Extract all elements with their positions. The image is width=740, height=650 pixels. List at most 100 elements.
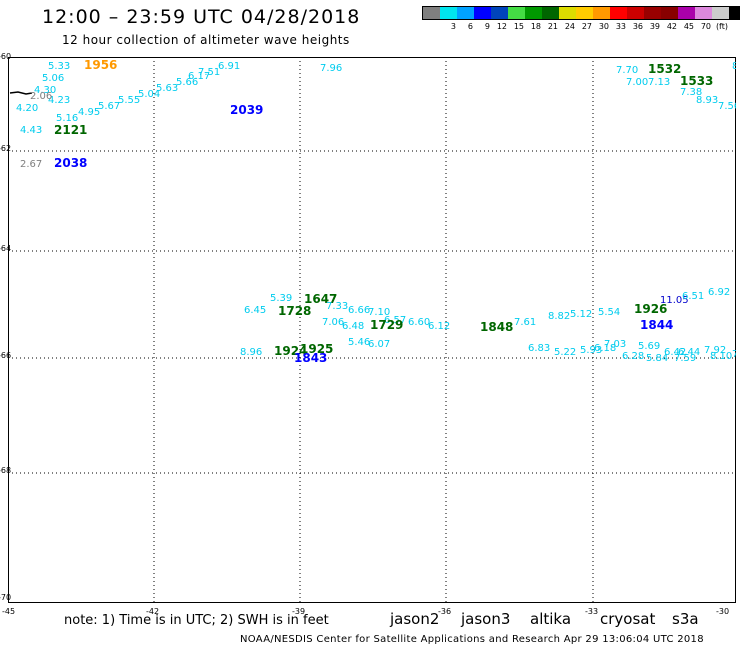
color-scale-label: 33 [615,22,626,31]
map-title: 12:00 – 23:59 UTC 04/28/2018 [42,6,361,28]
color-scale-label: 12 [496,22,507,31]
wave-height-label: 5.67 [98,101,120,112]
wave-height-label: 7.70 [616,65,638,76]
color-scale-label: 15 [513,22,524,31]
wave-height-label: 5.16 [56,113,78,124]
wave-height-label: 7.33 [326,301,348,312]
color-swatch [593,7,610,19]
wave-height-label: 7.00 [626,77,648,88]
map-frame [8,57,736,603]
color-swatch [491,7,508,19]
color-swatch [457,7,474,19]
wave-height-label: 7.48 [734,67,736,78]
time-stamp-label: 1956 [84,58,117,72]
wave-height-label: 7.96 [320,63,342,74]
footer-note: note: 1) Time is in UTC; 2) SWH is in fe… [64,613,329,628]
color-swatch [525,7,542,19]
color-scale-label: 30 [598,22,609,31]
wave-height-label: 6.91 [218,61,240,72]
wave-height-label: 5.93 [580,345,602,356]
lon-label: -36 [438,607,452,616]
wave-height-label: 6.12 [428,321,450,332]
time-stamp-label: 1533 [680,74,713,88]
wave-height-label: 5.04 [138,89,160,100]
wave-height-label: 7.01 [732,349,736,360]
wave-height-label: 6.42 [664,347,686,358]
time-stamp-label: 1728 [278,304,311,318]
time-stamp-label: 1729 [370,318,403,332]
color-swatches [422,6,740,20]
wave-height-label: 7.38 [680,87,702,98]
color-scale-label: 39 [649,22,660,31]
color-swatch [712,7,729,19]
time-stamp-label: 2039 [230,103,263,117]
color-swatch [729,7,740,19]
wave-height-label: 5.39 [270,293,292,304]
color-swatch [661,7,678,19]
time-stamp-label: 1848 [480,320,513,334]
color-swatch [576,7,593,19]
wave-height-label: 6.48 [342,321,364,332]
color-scale-label: 18 [530,22,541,31]
lat-label: -66 [0,351,12,360]
wave-height-label: 4.43 [20,125,42,136]
lon-label: -30 [716,607,730,616]
wave-height-label: 7.51 [198,67,220,78]
time-stamp-label: 1925 [300,342,333,356]
color-scale-label: 27 [581,22,592,31]
color-swatch [610,7,627,19]
time-stamp-label: 2038 [54,156,87,170]
color-swatch [542,7,559,19]
color-swatch [440,7,457,19]
color-scale-label: 36 [632,22,643,31]
wave-height-label: 2.06 [30,91,52,102]
wave-height-label: 7.13 [648,77,670,88]
wave-height-label: 7.59 [674,353,696,364]
wave-height-label: 8.82 [548,311,570,322]
color-scale-labels: 3 6 9 12 15 18 21 24 27 30 33 36 39 42 45 70 (ft) [422,22,740,31]
lon-label: -33 [585,607,599,616]
time-stamp-label: 1924 [274,344,307,358]
wave-height-label: 6.18 [594,343,616,354]
wave-height-label: 4.23 [48,95,70,106]
wave-height-label: 6.28 [622,351,644,362]
wave-height-color-scale: 3 6 9 12 15 18 21 24 27 30 33 36 39 42 45 70 (ft) [422,6,740,31]
wave-height-label: 5.63 [156,83,178,94]
color-swatch [423,7,440,19]
wave-height-label: 6.83 [528,343,550,354]
wave-height-label: 5.66 [176,77,198,88]
wave-height-label: 8.04 [732,61,736,72]
wave-height-label: 6.60 [408,317,430,328]
satellite-jason2: jason2 [390,610,440,628]
wave-height-label: 7.92 [704,345,726,356]
lat-label: -64 [0,244,12,253]
coastline-mark [9,91,33,95]
lat-label: -60 [0,52,12,61]
wave-height-label: 5.06 [42,73,64,84]
wave-height-label: 4.30 [34,85,56,96]
wave-height-label: 6.57 [384,315,406,326]
lon-label: -39 [292,607,306,616]
wave-height-label: 6.66 [348,305,370,316]
wave-height-label: 5.54 [598,307,620,318]
color-scale-label [422,22,439,31]
time-stamp-label: 1926 [634,302,667,316]
satellite-jason3: jason3 [461,610,511,628]
satellite-cryosat: cryosat [600,610,656,628]
color-swatch [678,7,695,19]
wave-height-label: 5.55 [118,95,140,106]
wave-height-label: 5.46 [348,337,370,348]
time-stamp-label: 1532 [648,62,681,76]
color-scale-label: 6 [467,22,473,31]
time-stamp-label: 1844 [640,318,673,332]
wave-height-label: 5.69 [638,341,660,352]
wave-height-label: 6.45 [244,305,266,316]
color-scale-label: 9 [484,22,490,31]
time-stamp-label: 2121 [54,123,87,137]
wave-height-label: 7.03 [604,339,626,350]
color-scale-label: 3 [450,22,456,31]
wave-height-label: 2.67 [20,159,42,170]
color-swatch [695,7,712,19]
lon-label: -45 [2,607,16,616]
lat-label: -62 [0,144,12,153]
